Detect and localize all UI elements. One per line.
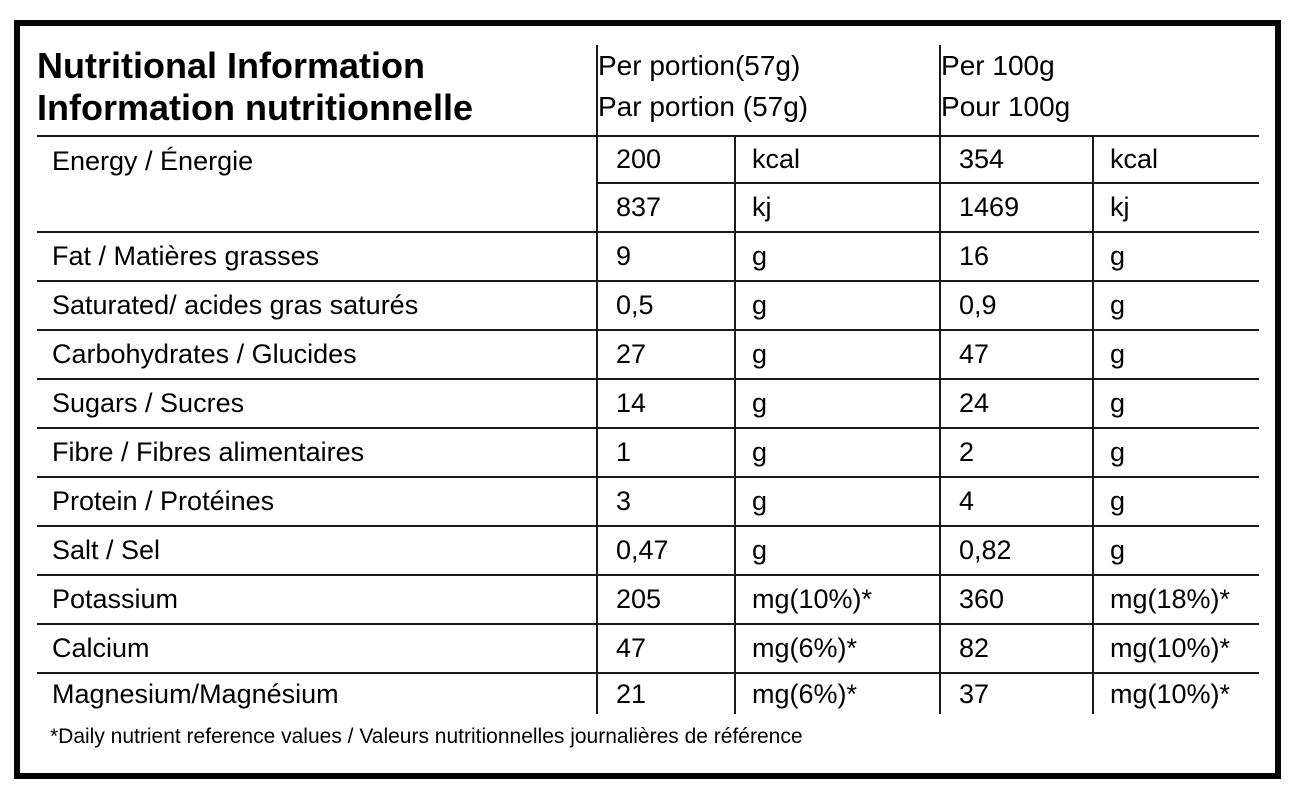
per-100g-value: 82	[940, 624, 1095, 674]
per-100g-column-header: Per 100g Pour 100g	[940, 45, 1260, 137]
footnote: *Daily nutrient reference values / Valeu…	[50, 725, 803, 748]
nutrient-label: Protein / Protéines	[37, 477, 598, 527]
per-portion-value: 14	[597, 379, 736, 429]
per-portion-unit: kj	[735, 183, 942, 233]
per-100g-unit: mg(10%)*	[1110, 678, 1231, 709]
per-portion-unit: g	[735, 526, 942, 576]
per-portion-value: 1	[597, 428, 736, 478]
title-french: Information nutritionnelle	[37, 87, 473, 128]
per-portion-header-fr: Par portion (57g)	[598, 91, 809, 122]
nutrient-rows: Energy / Énergie 200 kcal 354 kcal 837 kj 1469 k…	[37, 136, 1260, 714]
per-portion-unit: mg(10%)*	[735, 575, 942, 625]
per-100g-value: 0,82	[940, 526, 1095, 576]
per-portion-unit: g	[735, 379, 942, 429]
nutrient-row: Carbohydrates / Glucides 27 g 47 g	[37, 330, 1260, 380]
nutrient-row: Magnesium/Magnésium 21 mg(6%)* 37 mg(10%)*	[37, 673, 1259, 714]
per-100g-value: 37	[940, 673, 1095, 714]
nutrient-row: Fat / Matières grasses 9 g 16 g	[37, 232, 1260, 282]
nutrient-row: Calcium 47 mg(6%)* 82 mg(10%)*	[37, 624, 1260, 674]
nutrient-row: Saturated/ acides gras saturés 0,5 g 0,9 g	[37, 281, 1260, 331]
nutrient-row: Fibre / Fibres alimentaires 1 g 2 g	[37, 428, 1260, 478]
per-100g-value: 16	[940, 232, 1095, 282]
per-100g-value: 354	[940, 136, 1095, 184]
per-100g-unit: g	[1093, 526, 1260, 576]
nutrient-row: Protein / Protéines 3 g 4 g	[37, 477, 1260, 527]
per-100g-unit: kj	[1093, 183, 1260, 233]
per-portion-unit: g	[735, 428, 942, 478]
nutrient-row: Energy / Énergie 200 kcal 354 kcal	[37, 136, 1260, 233]
per-portion-unit: g	[735, 232, 942, 282]
nutrient-label: Sugars / Sucres	[37, 379, 598, 429]
per-100g-value: 1469	[940, 183, 1095, 233]
per-100g-unit: g	[1093, 232, 1260, 282]
per-portion-value: 27	[597, 330, 736, 380]
per-portion-value: 205	[597, 575, 736, 625]
per-portion-value: 9	[597, 232, 736, 282]
per-portion-value: 0,47	[597, 526, 736, 576]
per-portion-unit: g	[735, 477, 942, 527]
table-title-cell: Nutritional Information Information nutr…	[37, 45, 598, 137]
nutrient-row: 837 kj 1469 kj	[37, 183, 1260, 233]
label-border-frame: Nutritional Information Information nutr…	[14, 20, 1281, 779]
per-100g-unit: g	[1093, 428, 1260, 478]
per-100g-header-en: Per 100g	[941, 50, 1055, 81]
per-portion-value: 21	[597, 673, 736, 714]
per-portion-header-en: Per portion(57g)	[598, 50, 801, 81]
per-100g-value: 4	[940, 477, 1095, 527]
nutrient-row: Salt / Sel 0,47 g 0,82 g	[37, 526, 1260, 576]
per-portion-value: 0,5	[597, 281, 736, 331]
per-portion-unit: mg(6%)*	[735, 624, 942, 674]
per-100g-unit: g	[1093, 379, 1260, 429]
per-portion-unit: mg(6%)*	[735, 673, 942, 714]
nutrient-row: Potassium 205 mg(10%)* 360 mg(18%)*	[37, 575, 1260, 625]
nutrient-label: Saturated/ acides gras saturés	[37, 281, 598, 331]
per-portion-value: 837	[597, 183, 736, 233]
nutrient-label: Magnesium/Magnésium	[37, 673, 598, 714]
per-portion-value: 3	[597, 477, 736, 527]
title-english: Nutritional Information	[37, 45, 425, 86]
per-100g-unit: kcal	[1093, 136, 1260, 184]
per-portion-unit: kcal	[735, 136, 942, 184]
per-100g-value: 47	[940, 330, 1095, 380]
per-portion-value: 47	[597, 624, 736, 674]
nutrient-label: Carbohydrates / Glucides	[37, 330, 598, 380]
per-portion-value: 200	[597, 136, 736, 184]
nutrition-table: Nutritional Information Information nutr…	[37, 45, 1260, 714]
per-100g-value: 2	[940, 428, 1095, 478]
header-row: Nutritional Information Information nutr…	[37, 45, 1260, 137]
per-100g-unit: mg(18%)*	[1093, 575, 1260, 625]
nutrient-label: Salt / Sel	[37, 526, 598, 576]
per-100g-value: 360	[940, 575, 1095, 625]
per-100g-unit: mg(10%)*	[1093, 624, 1260, 674]
per-100g-unit: g	[1093, 477, 1260, 527]
per-portion-column-header: Per portion(57g) Par portion (57g)	[597, 45, 942, 137]
nutrient-label: Fat / Matières grasses	[37, 232, 598, 282]
nutrient-label: Calcium	[37, 624, 598, 674]
nutrient-label: Energy / Énergie	[37, 136, 598, 233]
per-100g-unit: g	[1093, 330, 1260, 380]
nutrient-label: Fibre / Fibres alimentaires	[37, 428, 598, 478]
per-100g-unit: g	[1093, 281, 1260, 331]
per-portion-unit: g	[735, 330, 942, 380]
per-portion-unit: g	[735, 281, 942, 331]
per-100g-header-fr: Pour 100g	[941, 91, 1071, 122]
per-100g-value: 24	[940, 379, 1095, 429]
per-100g-value: 0,9	[940, 281, 1095, 331]
nutrient-label: Potassium	[37, 575, 598, 625]
nutrient-row: Sugars / Sucres 14 g 24 g	[37, 379, 1260, 429]
